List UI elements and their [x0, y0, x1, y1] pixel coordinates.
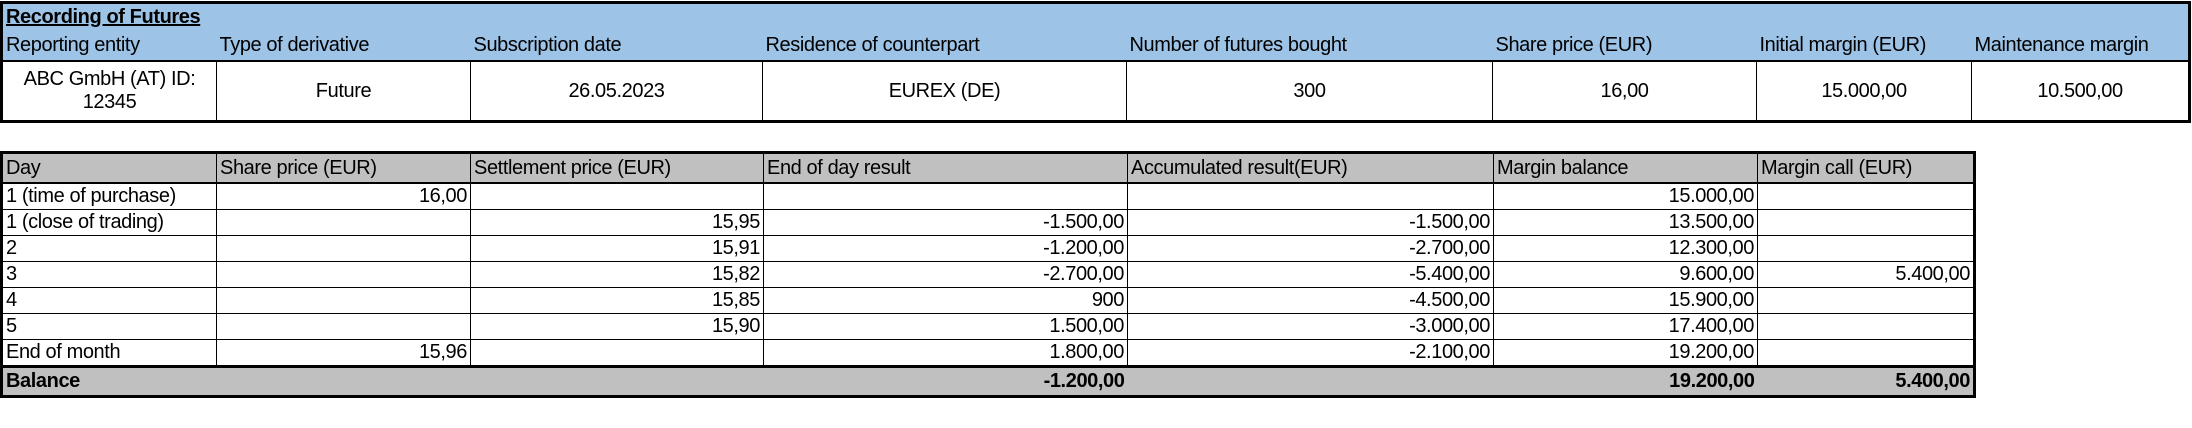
table-row: 3 15,82 -2.700,00 -5.400,00 9.600,00 5.400,00 — [1, 261, 1975, 288]
day-cell: 4 — [1, 287, 217, 314]
value-cell — [216, 287, 471, 314]
day-cell: 5 — [1, 313, 217, 340]
day-cell: 3 — [1, 261, 217, 288]
column-header: Initial margin (EUR) — [1756, 30, 1972, 61]
balance-cell — [1127, 365, 1494, 397]
value-cell: -3.000,00 — [1127, 313, 1494, 340]
value-cell: 15,90 — [470, 313, 764, 340]
day-cell: End of month — [1, 339, 217, 367]
table-title: Recording of Futures — [1, 2, 2190, 30]
recording-of-futures-table: Recording of Futures Reporting entity Typ… — [0, 1, 2192, 123]
value-cell — [216, 235, 471, 262]
value-cell — [1757, 287, 1975, 314]
value-cell: 5.400,00 — [1757, 261, 1975, 288]
balance-label: Balance — [1, 365, 217, 397]
value-cell: EUREX (DE) — [762, 60, 1127, 122]
value-cell: 13.500,00 — [1493, 209, 1758, 236]
column-header: Day — [1, 152, 217, 184]
value-cell: 300 — [1126, 60, 1493, 122]
value-cell: -4.500,00 — [1127, 287, 1494, 314]
table-row: 1 (time of purchase) 16,00 15.000,00 — [1, 182, 1975, 210]
header-row: Day Share price (EUR) Settlement price (EU… — [1, 152, 1975, 184]
day-cell: 2 — [1, 235, 217, 262]
value-cell: 26.05.2023 — [470, 60, 763, 122]
value-cell — [1757, 209, 1975, 236]
column-header: Margin call (EUR) — [1757, 152, 1975, 184]
value-cell — [470, 339, 764, 367]
value-cell: -1.500,00 — [763, 209, 1128, 236]
value-cell: ABC GmbH (AT) ID: 12345 — [1, 60, 217, 122]
header-row: Reporting entity Type of derivative Subscr… — [1, 30, 2190, 61]
value-cell: 19.200,00 — [1493, 339, 1758, 367]
balance-cell — [216, 365, 471, 397]
value-cell: 16,00 — [216, 182, 471, 210]
value-cell: 15.000,00 — [1756, 60, 1972, 122]
value-cell: 16,00 — [1492, 60, 1757, 122]
column-header: End of day result — [763, 152, 1128, 184]
value-cell — [216, 209, 471, 236]
value-cell: 15.900,00 — [1493, 287, 1758, 314]
value-row: ABC GmbH (AT) ID: 12345 Future 26.05.2023 E… — [1, 60, 2190, 122]
table-row: 2 15,91 -1.200,00 -2.700,00 12.300,00 — [1, 235, 1975, 262]
value-cell: 9.600,00 — [1493, 261, 1758, 288]
column-header: Type of derivative — [216, 30, 471, 61]
day-cell: 1 (time of purchase) — [1, 182, 217, 210]
value-cell — [470, 182, 764, 210]
value-cell — [763, 182, 1128, 210]
value-cell: -2.700,00 — [1127, 235, 1494, 262]
value-cell: 17.400,00 — [1493, 313, 1758, 340]
column-header: Settlement price (EUR) — [470, 152, 764, 184]
value-cell: 15,91 — [470, 235, 764, 262]
value-cell: 1.500,00 — [763, 313, 1128, 340]
value-cell — [1127, 182, 1494, 210]
value-cell: 15,82 — [470, 261, 764, 288]
value-cell — [1757, 339, 1975, 367]
table-row: 4 15,85 900 -4.500,00 15.900,00 — [1, 287, 1975, 314]
value-cell: 1.800,00 — [763, 339, 1128, 367]
balance-cell: 5.400,00 — [1757, 365, 1975, 397]
value-cell: Future — [216, 60, 471, 122]
value-cell — [1757, 235, 1975, 262]
value-cell: -1.200,00 — [763, 235, 1128, 262]
table-row: 1 (close of trading) 15,95 -1.500,00 -1.500… — [1, 209, 1975, 236]
column-header: Accumulated result(EUR) — [1127, 152, 1494, 184]
table-row: End of month 15,96 1.800,00 -2.100,00 19.200… — [1, 339, 1975, 367]
column-header: Subscription date — [470, 30, 763, 61]
column-header: Number of futures bought — [1126, 30, 1493, 61]
value-cell: 15,95 — [470, 209, 764, 236]
value-cell — [216, 313, 471, 340]
balance-cell: 19.200,00 — [1493, 365, 1758, 397]
value-cell — [1757, 313, 1975, 340]
daily-settlement-table: Day Share price (EUR) Settlement price (EU… — [0, 151, 1976, 398]
value-cell: 10.500,00 — [1970, 60, 2190, 122]
value-cell: -2.100,00 — [1127, 339, 1494, 367]
day-cell: 1 (close of trading) — [1, 209, 217, 236]
column-header: Reporting entity — [1, 30, 217, 61]
value-cell: -5.400,00 — [1127, 261, 1494, 288]
column-header: Maintenance margin — [1971, 30, 2190, 61]
column-header: Share price (EUR) — [216, 152, 471, 184]
balance-cell: -1.200,00 — [763, 365, 1128, 397]
value-cell: 900 — [763, 287, 1128, 314]
value-cell: 12.300,00 — [1493, 235, 1758, 262]
column-header: Share price (EUR) — [1492, 30, 1757, 61]
column-header: Residence of counterpart — [762, 30, 1127, 61]
value-cell: -1.500,00 — [1127, 209, 1494, 236]
value-cell: 15,85 — [470, 287, 764, 314]
balance-row: Balance -1.200,00 19.200,00 5.400,00 — [1, 365, 1975, 397]
value-cell — [216, 261, 471, 288]
balance-cell — [470, 365, 764, 397]
column-header: Margin balance — [1493, 152, 1758, 184]
value-cell: -2.700,00 — [763, 261, 1128, 288]
value-cell: 15,96 — [216, 339, 471, 367]
table-row: 5 15,90 1.500,00 -3.000,00 17.400,00 — [1, 313, 1975, 340]
value-cell: 15.000,00 — [1493, 182, 1758, 210]
value-cell — [1757, 182, 1975, 210]
